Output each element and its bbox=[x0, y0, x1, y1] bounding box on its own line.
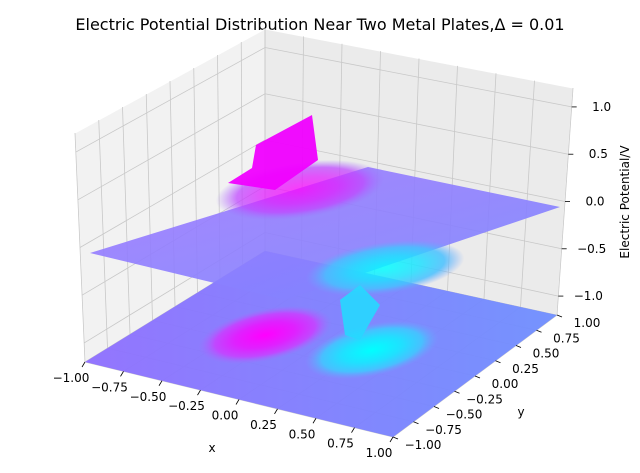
z-axis-ticks: −1.0 −0.5 0.0 0.5 1.0 bbox=[558, 100, 611, 303]
x-tick-label: −1.00 bbox=[53, 371, 90, 385]
x-tick-mark bbox=[389, 436, 394, 443]
contour-positive-blob bbox=[198, 305, 332, 365]
surface-plane bbox=[90, 167, 560, 300]
y-axis-ticks: −1.00−0.75−0.50 −0.250.000.250.50 0.751.00 bbox=[392, 314, 601, 452]
x-tick-label: 0.25 bbox=[250, 418, 277, 432]
y-tick-label: −0.50 bbox=[446, 408, 483, 422]
y-tick-label: 0.00 bbox=[492, 377, 519, 391]
x-tick-label: 0.50 bbox=[289, 427, 316, 441]
y-axis-label: y bbox=[517, 405, 524, 419]
y-tick-mark bbox=[515, 345, 522, 348]
x-tick-label: −0.25 bbox=[168, 399, 205, 413]
y-tick-label: −1.00 bbox=[405, 438, 442, 452]
x-axis-ticks: −1.00−0.75−0.50−0.25 0.00 0.25 0.50 0.75 1.00 bbox=[53, 361, 394, 460]
x-tick-label: 0.75 bbox=[327, 437, 354, 451]
z-tick-label: −1.0 bbox=[574, 289, 603, 303]
y-tick-label: 0.75 bbox=[553, 331, 580, 345]
y-tick-label: −0.25 bbox=[466, 392, 503, 406]
y-tick-mark bbox=[392, 436, 399, 440]
x-axis-label: x bbox=[208, 441, 215, 455]
x-tick-label: −0.50 bbox=[130, 390, 167, 404]
y-tick-mark bbox=[536, 329, 542, 333]
y-tick-mark bbox=[413, 421, 419, 425]
contour-negative-blob bbox=[305, 320, 439, 380]
surface-negative-region bbox=[305, 239, 465, 297]
grid-line-z bbox=[79, 139, 566, 248]
x-tick-mark bbox=[235, 399, 240, 405]
x-tick-mark bbox=[158, 380, 163, 386]
x-tick-mark bbox=[81, 361, 86, 368]
grid-line-z bbox=[77, 93, 569, 201]
z-tick-label: 0.5 bbox=[589, 147, 608, 161]
x-tick-label: 0.00 bbox=[212, 409, 239, 423]
z-axis-label: Electric Potential/V bbox=[618, 145, 632, 259]
y-tick-label: 0.50 bbox=[533, 347, 560, 361]
negative-plate-spike bbox=[340, 285, 380, 340]
positive-plate-spike bbox=[228, 115, 318, 190]
y-tick-label: 0.25 bbox=[512, 362, 539, 376]
x-tick-label: −0.75 bbox=[91, 380, 128, 394]
contour-floor bbox=[85, 251, 557, 437]
x-tick-label: 1.00 bbox=[366, 446, 393, 460]
y-tick-label: −0.75 bbox=[425, 423, 462, 437]
x-tick-mark bbox=[120, 371, 124, 377]
z-tick-label: 1.0 bbox=[592, 100, 611, 114]
x-tick-mark bbox=[312, 418, 317, 424]
y-tick-mark bbox=[433, 406, 440, 409]
y-tick-mark bbox=[474, 375, 481, 379]
potential-surface bbox=[90, 115, 560, 340]
z-tick-label: −0.5 bbox=[577, 242, 606, 256]
y-tick-mark bbox=[495, 360, 501, 364]
y-tick-mark bbox=[454, 390, 460, 394]
y-tick-label: 1.00 bbox=[574, 316, 601, 330]
x-tick-mark bbox=[274, 408, 278, 415]
z-tick-label: 0.0 bbox=[585, 195, 604, 209]
chart-title: Electric Potential Distribution Near Two… bbox=[75, 15, 564, 34]
grid-line-z bbox=[75, 47, 572, 153]
y-tick-mark bbox=[556, 314, 563, 318]
x-tick-mark bbox=[351, 427, 355, 433]
x-tick-mark bbox=[197, 389, 201, 396]
